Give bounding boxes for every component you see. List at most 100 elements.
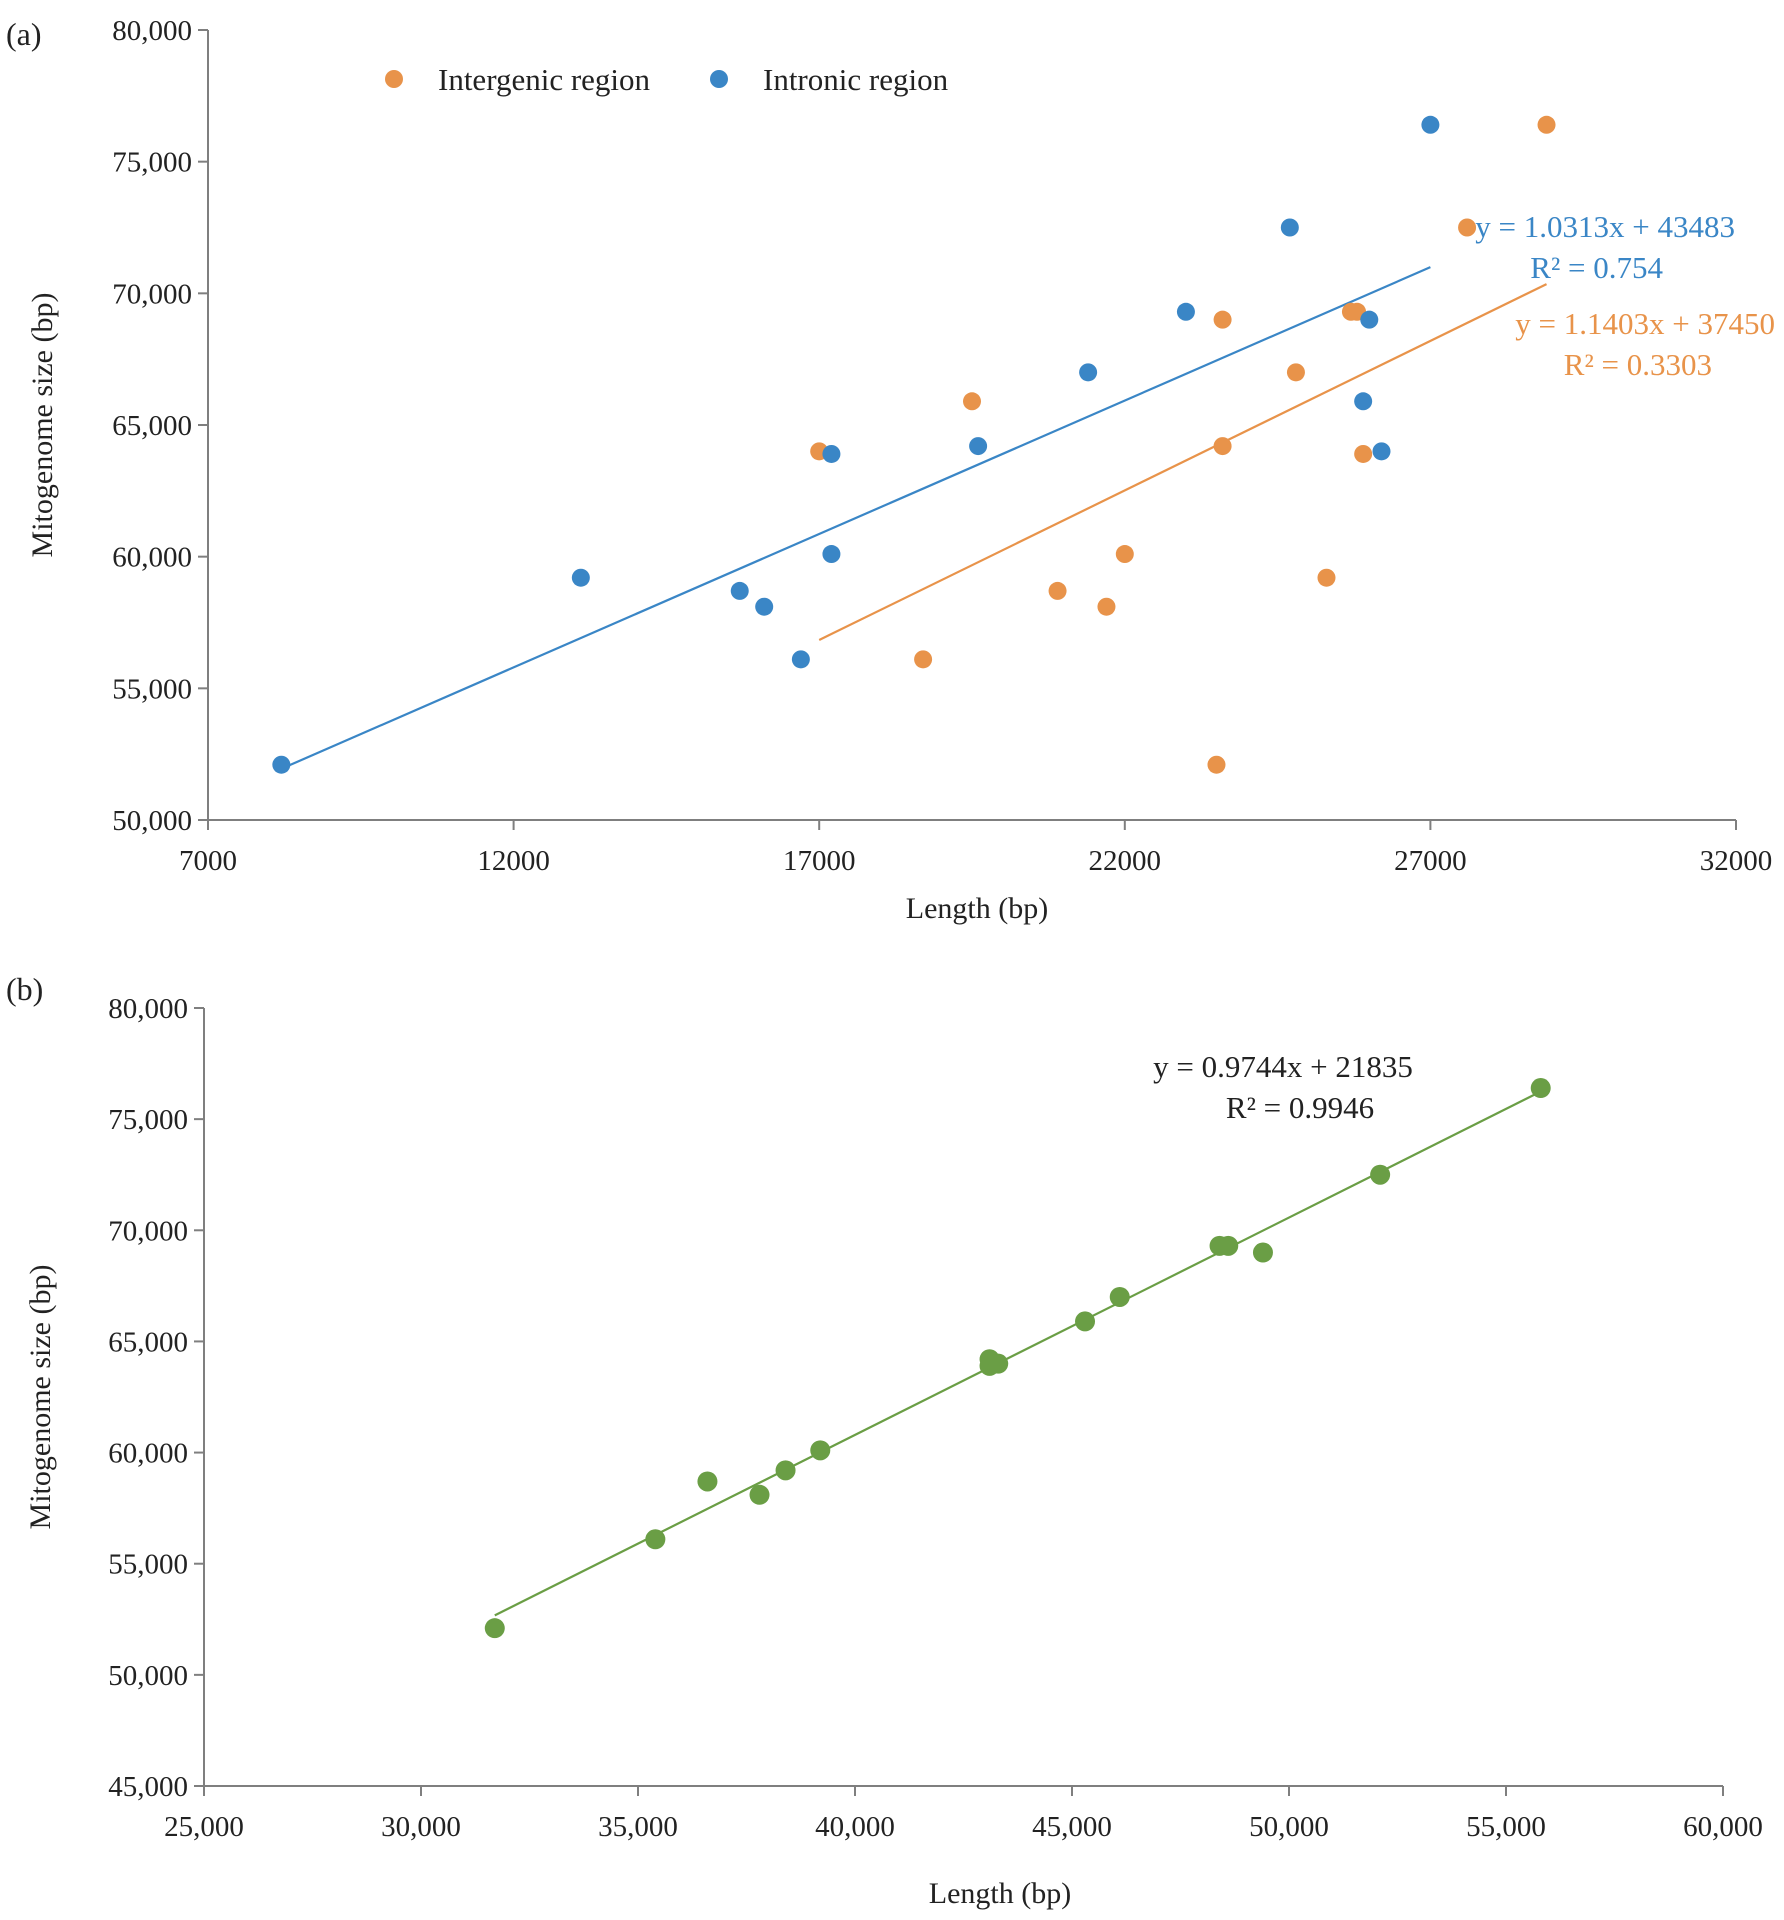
legend-intronic-label: Intronic region: [763, 62, 949, 97]
intronic-region-point: [1360, 310, 1379, 329]
panel-a-y-tick-label: 60,000: [112, 542, 192, 574]
total-point: [775, 1460, 796, 1481]
panel-a-y-tick-label: 80,000: [112, 15, 192, 47]
intergenic-region-point: [1207, 755, 1226, 774]
total-trendline: [494, 1090, 1542, 1617]
panel-a-y-tick-label: 75,000: [112, 147, 192, 179]
panel-a-x-label: Length (bp): [906, 892, 1048, 925]
intronic-region-point: [730, 581, 749, 600]
panel-a-x-tick-label: 27000: [1394, 845, 1467, 877]
total-point: [645, 1529, 666, 1550]
intronic-region-point: [1079, 363, 1098, 382]
panel-b-x-tick-label: 45,000: [1032, 1811, 1112, 1843]
panel-a-x-tick-label: 7000: [179, 845, 237, 877]
total-point: [988, 1353, 1009, 1374]
intergenic-region-point: [1115, 545, 1134, 564]
panel-a-legend: Intergenic region Intronic region: [385, 62, 949, 97]
panel-a-x-ticks: 7000 12000 17000 22000 27000 32000: [179, 820, 1772, 877]
total-point: [1252, 1242, 1273, 1263]
legend-intergenic-label: Intergenic region: [438, 62, 651, 97]
total-point: [1530, 1078, 1551, 1099]
panel-b: (b) 45,000 50,000 55,000 60,000 65,000 70,000…: [6, 971, 1763, 1910]
panel-a-y-tick-label: 70,000: [112, 278, 192, 310]
intergenic-region-point: [1354, 444, 1373, 463]
total-point: [697, 1471, 718, 1492]
panel-a: (a) 50,000 55,000 60,000 65,000 70,000 75,000…: [6, 15, 1775, 925]
intergenic-region-point: [1213, 437, 1232, 456]
panel-a-y-label: Mitogenome size (bp): [26, 293, 59, 558]
panel-b-x-tick-label: 25,000: [164, 1811, 244, 1843]
intergenic-region-point: [1048, 581, 1067, 600]
intronic-r2: R² = 0.754: [1530, 250, 1663, 285]
intronic-region-point: [969, 437, 988, 456]
intergenic-region-point: [1537, 115, 1556, 134]
panel-b-x-ticks: 25,000 30,000 35,000 40,000 45,000 50,000 55,0…: [164, 1786, 1763, 1843]
total-point: [810, 1440, 831, 1461]
intergenic-region-point: [1097, 597, 1116, 616]
panel-b-y-tick-label: 65,000: [108, 1326, 188, 1358]
panel-a-x-tick-label: 17000: [783, 845, 856, 877]
panel-a-x-tick-label: 22000: [1089, 845, 1162, 877]
intergenic-region-point: [1458, 218, 1477, 237]
panel-a-label: (a): [6, 16, 42, 52]
panel-b-label: (b): [6, 971, 43, 1007]
panel-a-x-tick-label: 32000: [1700, 845, 1773, 877]
panel-a-trendlines: [280, 266, 1548, 770]
panel-b-x-tick-label: 35,000: [598, 1811, 678, 1843]
panel-a-x-tick-label: 12000: [477, 845, 550, 877]
total-point: [1109, 1286, 1130, 1307]
intergenic-region-trendline: [818, 283, 1548, 641]
panel-b-x-tick-label: 30,000: [381, 1811, 461, 1843]
total-point: [1218, 1235, 1239, 1256]
intronic-region-point: [755, 597, 774, 616]
intergenic-r2: R² = 0.3303: [1564, 347, 1712, 382]
panel-b-y-tick-label: 55,000: [108, 1549, 188, 1581]
intronic-region-point: [822, 444, 841, 463]
panel-b-trendlines: [494, 1090, 1542, 1617]
total-equation: y = 0.9744x + 21835: [1153, 1049, 1413, 1084]
intergenic-region-point: [963, 392, 981, 411]
total-point: [1075, 1311, 1096, 1332]
panel-b-points: [484, 1078, 1551, 1639]
panel-b-y-tick-label: 45,000: [108, 1771, 188, 1803]
total-r2: R² = 0.9946: [1226, 1090, 1374, 1125]
panel-b-y-tick-label: 75,000: [108, 1104, 188, 1136]
panel-a-points: [272, 115, 1556, 774]
intergenic-region-point: [1286, 363, 1305, 382]
panel-b-x-tick-label: 60,000: [1683, 1811, 1763, 1843]
panel-a-y-tick-label: 55,000: [112, 673, 192, 705]
intronic-region-point: [272, 755, 291, 774]
panel-b-x-tick-label: 55,000: [1466, 1811, 1546, 1843]
intronic-region-point: [1280, 218, 1299, 237]
panel-a-y-tick-label: 65,000: [112, 410, 192, 442]
intergenic-region-point: [914, 650, 933, 669]
intronic-region-point: [1176, 302, 1195, 321]
intronic-region-point: [1372, 442, 1391, 461]
intronic-region-point: [1421, 115, 1440, 134]
total-point: [484, 1618, 505, 1639]
intronic-region-point: [822, 545, 841, 564]
legend-intronic-marker: [710, 70, 728, 88]
legend-intergenic-marker: [385, 70, 403, 88]
panel-b-x-tick-label: 50,000: [1249, 1811, 1329, 1843]
total-point: [749, 1484, 770, 1505]
panel-b-x-label: Length (bp): [929, 1877, 1071, 1910]
intronic-region-point: [791, 650, 810, 669]
intronic-region-trendline: [280, 266, 1431, 770]
panel-b-y-tick-label: 50,000: [108, 1660, 188, 1692]
panel-a-y-ticks: 50,000 55,000 60,000 65,000 70,000 75,000 80,0…: [112, 15, 208, 837]
intronic-equation: y = 1.0313x + 43483: [1475, 209, 1735, 244]
intergenic-equation: y = 1.1403x + 37450: [1515, 306, 1775, 341]
panel-b-y-label: Mitogenome size (bp): [24, 1265, 57, 1530]
panel-b-y-tick-label: 70,000: [108, 1215, 188, 1247]
panel-a-y-tick-label: 50,000: [112, 805, 192, 837]
intergenic-region-point: [1317, 568, 1336, 587]
intergenic-region-point: [1213, 310, 1232, 329]
panel-b-x-tick-label: 40,000: [815, 1811, 895, 1843]
total-point: [1370, 1164, 1391, 1185]
intronic-region-point: [1354, 392, 1373, 411]
intronic-region-point: [571, 568, 590, 587]
panel-b-y-ticks: 45,000 50,000 55,000 60,000 65,000 70,000 75,0…: [108, 993, 204, 1803]
